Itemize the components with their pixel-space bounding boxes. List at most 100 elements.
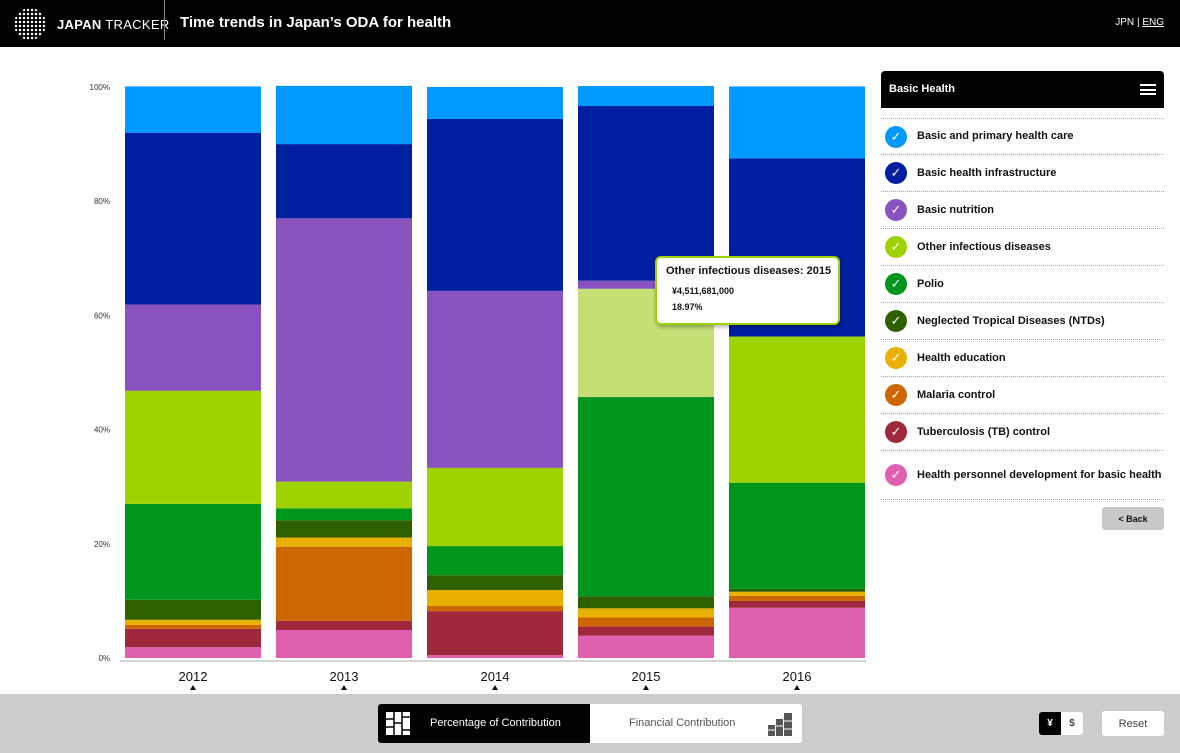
bar-segment[interactable] — [427, 655, 563, 658]
legend-item[interactable]: ✓ Polio — [881, 266, 1164, 303]
bar-segment[interactable] — [427, 87, 563, 119]
bar-segment[interactable] — [729, 482, 865, 589]
bar-segment[interactable] — [125, 628, 261, 648]
bar-segment[interactable] — [276, 546, 412, 621]
bar-segment[interactable] — [578, 626, 714, 636]
legend-item[interactable]: ✓ Health personnel development for basic … — [881, 451, 1164, 500]
bar-segment[interactable] — [729, 588, 865, 592]
legend-item[interactable]: ✓ Basic and primary health care — [881, 118, 1164, 155]
check-icon[interactable]: ✓ — [885, 162, 907, 184]
lang-eng[interactable]: ENG — [1142, 17, 1164, 28]
legend-item[interactable]: ✓ Basic nutrition — [881, 192, 1164, 229]
stacked-percentage-icon — [386, 712, 410, 735]
bar-segment[interactable] — [125, 86, 261, 133]
tooltip-percent: 18.97% — [672, 302, 703, 312]
legend-label: Neglected Tropical Diseases (NTDs) — [917, 314, 1105, 327]
bar-segment[interactable] — [125, 647, 261, 658]
bar-segment[interactable] — [125, 132, 261, 305]
x-tick-label[interactable]: 2016 — [783, 669, 812, 684]
page-title: Time trends in Japan’s ODA for health — [180, 14, 452, 31]
bar-segment[interactable] — [729, 336, 865, 483]
bar-segment[interactable] — [427, 546, 563, 576]
check-icon[interactable]: ✓ — [885, 236, 907, 258]
panel-header: Basic Health — [881, 71, 1164, 108]
bar-segment[interactable] — [427, 611, 563, 656]
bar-segment[interactable] — [276, 481, 412, 509]
bar-segment[interactable] — [578, 280, 714, 289]
legend-item[interactable]: ✓ Other infectious diseases — [881, 229, 1164, 266]
yen-button[interactable]: ¥ — [1039, 712, 1061, 735]
bar-segment[interactable] — [578, 596, 714, 609]
check-icon[interactable]: ✓ — [885, 310, 907, 332]
bar-segment[interactable] — [276, 520, 412, 538]
bar-segment[interactable] — [276, 85, 412, 145]
check-icon[interactable]: ✓ — [885, 125, 907, 148]
check-icon[interactable]: ✓ — [885, 273, 907, 295]
check-icon[interactable]: ✓ — [885, 347, 907, 369]
bar-segment[interactable] — [427, 290, 563, 468]
bar-segment[interactable] — [125, 503, 261, 600]
legend-item[interactable]: ✓ Health education — [881, 340, 1164, 377]
bar-segment[interactable] — [276, 620, 412, 631]
legend-item[interactable]: ✓ Neglected Tropical Diseases (NTDs) — [881, 303, 1164, 340]
bar-segment[interactable] — [578, 608, 714, 618]
bar-segment[interactable] — [427, 575, 563, 591]
dollar-button[interactable]: $ — [1061, 712, 1083, 735]
bar-segment[interactable] — [578, 86, 714, 107]
bar-segment[interactable] — [578, 617, 714, 627]
year-marker-icon[interactable] — [492, 685, 498, 690]
bar-segment[interactable] — [729, 86, 865, 159]
bar-segment[interactable] — [427, 467, 563, 547]
year-marker-icon[interactable] — [190, 685, 196, 690]
bar-segment[interactable] — [125, 390, 261, 504]
bar-segment[interactable] — [427, 606, 563, 612]
bar-segment[interactable] — [578, 106, 714, 281]
x-tick-label[interactable]: 2014 — [481, 669, 510, 684]
stacked-bar-chart: 0% 20% 40% 60% 80% 100% 2012 2013 2014 2015 2016 — [90, 83, 866, 690]
bar-segment[interactable] — [125, 599, 261, 620]
x-tick-label[interactable]: 2013 — [330, 669, 359, 684]
bar-segment[interactable] — [276, 508, 412, 521]
bar-segment[interactable] — [578, 397, 714, 597]
legend-label: Basic health infrastructure — [917, 166, 1057, 179]
bar-segment[interactable] — [276, 218, 412, 482]
legend-item[interactable]: ✓ Malaria control — [881, 377, 1164, 414]
legend-label: Tuberculosis (TB) control — [917, 425, 1051, 438]
legend-label: Malaria control — [917, 388, 996, 401]
bar-segment[interactable] — [125, 619, 261, 625]
bar-segment[interactable] — [276, 537, 412, 547]
bar-segment[interactable] — [427, 590, 563, 607]
language-switch: JPN | ENG — [1115, 17, 1164, 28]
legend-label: Health education — [917, 351, 1006, 364]
bar-segment[interactable] — [729, 600, 865, 608]
check-icon[interactable]: ✓ — [885, 384, 907, 406]
x-tick-label[interactable]: 2015 — [632, 669, 661, 684]
year-marker-icon[interactable] — [794, 685, 800, 690]
check-icon[interactable]: ✓ — [885, 464, 907, 486]
bar-segment[interactable] — [578, 635, 714, 658]
lang-jpn[interactable]: JPN — [1115, 17, 1135, 28]
bar-segment[interactable] — [276, 630, 412, 658]
financial-contribution-button[interactable]: Financial Contribution — [590, 704, 802, 743]
bar-segment[interactable] — [276, 144, 412, 219]
bar-segment[interactable] — [729, 595, 865, 601]
back-button[interactable]: < Back — [1102, 507, 1164, 530]
view-toggle: Percentage of Contribution Financial Con… — [378, 704, 802, 743]
check-icon[interactable]: ✓ — [885, 421, 907, 443]
bar-segment[interactable] — [125, 624, 261, 629]
check-icon[interactable]: ✓ — [885, 199, 907, 221]
japan-tracker-logo[interactable] — [14, 8, 46, 40]
legend-label: Polio — [917, 277, 944, 290]
bar-segment[interactable] — [729, 591, 865, 596]
percentage-contribution-button[interactable]: Percentage of Contribution — [378, 704, 590, 743]
year-marker-icon[interactable] — [643, 685, 649, 690]
menu-icon[interactable] — [1140, 84, 1156, 95]
x-tick-label[interactable]: 2012 — [179, 669, 208, 684]
bar-segment[interactable] — [729, 607, 865, 658]
legend-item[interactable]: ✓ Tuberculosis (TB) control — [881, 414, 1164, 451]
year-marker-icon[interactable] — [341, 685, 347, 690]
legend-item[interactable]: ✓ Basic health infrastructure — [881, 155, 1164, 192]
bar-segment[interactable] — [125, 304, 261, 391]
bar-segment[interactable] — [427, 118, 563, 291]
reset-button[interactable]: Reset — [1102, 711, 1164, 736]
